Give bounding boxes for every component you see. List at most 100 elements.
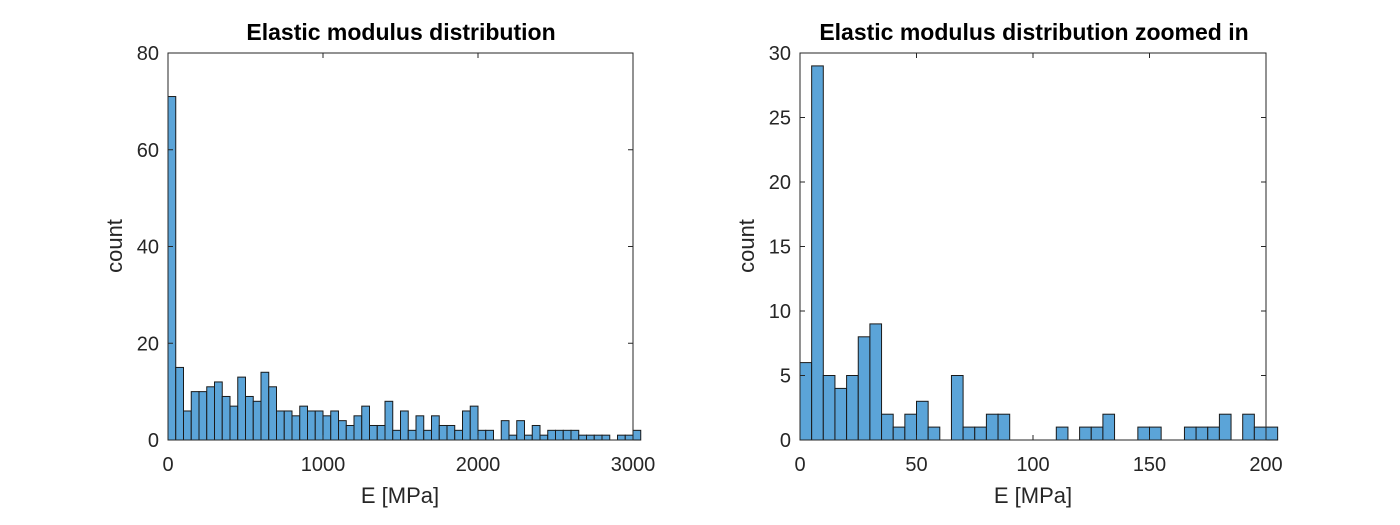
histogram-bar xyxy=(431,415,440,441)
histogram-bar xyxy=(1102,413,1116,441)
y-tick-label: 10 xyxy=(769,301,791,323)
histogram-bar xyxy=(276,410,285,441)
histogram-bar xyxy=(624,434,634,441)
histogram-bar xyxy=(167,96,177,441)
chart-title: Elastic modulus distribution xyxy=(246,19,555,45)
histogram-bar xyxy=(974,426,987,441)
x-axis-label: E [MPa] xyxy=(994,483,1072,508)
y-tick-label: 40 xyxy=(137,237,159,259)
histogram-bar xyxy=(997,413,1011,441)
x-axis-label: E [MPa] xyxy=(361,483,439,508)
ticks: 0 50 100 150 200 0 5 10 15 20 25 30 xyxy=(769,43,1283,476)
x-tick-label: 2000 xyxy=(456,454,501,476)
histogram-panel-zoomed: Elastic modulus distribution zoomed in 0… xyxy=(734,19,1283,508)
histogram-bar xyxy=(485,429,494,441)
histogram-bar xyxy=(962,426,976,441)
histogram-bar xyxy=(469,405,479,441)
histogram-bar xyxy=(822,375,836,441)
histogram-bar xyxy=(985,413,999,441)
histogram-bar xyxy=(617,434,626,441)
histogram-bar xyxy=(857,336,871,441)
histogram-bar xyxy=(799,362,813,441)
histogram-bar xyxy=(1055,426,1069,441)
histogram-bar xyxy=(570,429,580,441)
histogram-bar xyxy=(811,65,824,441)
histogram-bar xyxy=(477,429,487,441)
bars xyxy=(799,65,1279,441)
histogram-bar xyxy=(562,429,572,441)
histogram-bar xyxy=(353,415,363,441)
histogram-bar xyxy=(237,376,246,441)
histogram-bar xyxy=(183,410,192,441)
histogram-bar xyxy=(1207,426,1220,441)
histogram-bar xyxy=(384,400,394,441)
histogram-bar xyxy=(462,410,471,441)
histogram-bar xyxy=(881,413,894,441)
histogram-bar xyxy=(869,323,883,441)
histogram-bar xyxy=(578,434,587,441)
y-tick-label: 0 xyxy=(148,430,159,452)
y-tick-label: 25 xyxy=(769,108,791,130)
histogram-bar xyxy=(446,424,456,441)
histogram-bar xyxy=(423,429,432,441)
histogram-bar xyxy=(415,415,425,441)
y-tick-label: 5 xyxy=(780,366,791,388)
histogram-bar xyxy=(950,375,964,441)
histogram-bar xyxy=(927,426,941,441)
histogram-bar xyxy=(299,405,308,441)
histogram-bar xyxy=(283,410,293,441)
histogram-bar xyxy=(1195,426,1209,441)
y-axis-label: count xyxy=(734,219,759,273)
histogram-bar xyxy=(338,420,347,441)
histogram-bar xyxy=(1149,426,1162,441)
histogram-bar xyxy=(1253,426,1267,441)
histogram-panel-full-range: Elastic modulus distribution 0 1000 2000 30… xyxy=(102,19,655,508)
ticks: 0 1000 2000 3000 0 20 40 60 80 xyxy=(137,43,656,476)
histogram-bar xyxy=(1079,426,1092,441)
y-tick-label: 20 xyxy=(769,172,791,194)
chart-title: Elastic modulus distribution zoomed in xyxy=(819,19,1248,45)
histogram-bar xyxy=(307,410,316,441)
y-tick-label: 30 xyxy=(769,43,791,65)
histogram-bar xyxy=(245,395,254,441)
histogram-bar xyxy=(547,429,556,441)
x-tick-label: 50 xyxy=(905,454,927,476)
histogram-bar xyxy=(524,434,533,441)
histogram-bar xyxy=(846,375,859,441)
histogram-bar xyxy=(361,405,370,441)
histogram-bar xyxy=(1183,426,1197,441)
histogram-bar xyxy=(500,420,510,441)
histogram-bar xyxy=(916,400,929,441)
histogram-bar xyxy=(1090,426,1104,441)
histogram-bar xyxy=(1242,413,1255,441)
x-tick-label: 0 xyxy=(794,454,805,476)
histogram-bar xyxy=(322,415,332,441)
histogram-bar xyxy=(601,434,611,441)
histogram-bar xyxy=(438,424,448,441)
bars xyxy=(167,96,642,441)
histogram-bar xyxy=(508,434,518,441)
histogram-bar xyxy=(454,429,463,441)
histogram-bar xyxy=(345,424,355,441)
histogram-bar xyxy=(586,434,595,441)
histogram-bar xyxy=(252,400,262,441)
histogram-bar xyxy=(1265,426,1279,441)
histogram-bar xyxy=(369,424,378,441)
histogram-bar xyxy=(892,426,906,441)
histogram-bar xyxy=(407,429,417,441)
histogram-bar xyxy=(555,429,564,441)
histogram-bar xyxy=(531,424,541,441)
histogram-bar xyxy=(593,434,603,441)
histogram-bar xyxy=(392,429,401,441)
histogram-bar xyxy=(1218,413,1232,441)
y-tick-label: 80 xyxy=(137,43,159,65)
histogram-bar xyxy=(190,391,200,441)
histogram-bar xyxy=(291,415,301,441)
x-tick-label: 100 xyxy=(1016,454,1049,476)
histogram-bar xyxy=(214,381,223,441)
histogram-bar xyxy=(376,424,386,441)
x-tick-label: 3000 xyxy=(611,454,656,476)
histogram-bar xyxy=(400,410,409,441)
histogram-bar xyxy=(260,371,270,441)
